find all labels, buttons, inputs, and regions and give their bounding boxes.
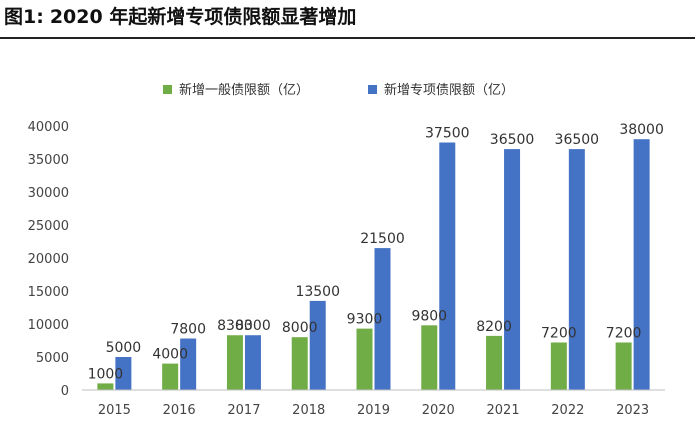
y-tick-label: 35000 xyxy=(28,153,69,168)
x-axis: 2015 2016 2017 2018 2019 2020 2021 2022 2023 xyxy=(82,389,665,418)
data-label: 21500 xyxy=(360,231,405,247)
data-label: 7200 xyxy=(541,325,577,341)
data-label: 36500 xyxy=(555,132,600,148)
special-bond-bar xyxy=(309,300,326,390)
x-tick-label: 2015 xyxy=(98,403,131,418)
data-label: 36500 xyxy=(490,132,535,148)
general-bond-bar xyxy=(486,335,503,390)
data-label: 8300 xyxy=(217,318,253,334)
special-bond-bar xyxy=(374,248,391,390)
data-label: 4000 xyxy=(152,347,188,363)
y-tick-label: 10000 xyxy=(28,318,69,333)
y-axis: 0 5000 10000 15000 20000 25000 30000 35000 40000 xyxy=(28,120,69,399)
legend-label: 新增专项债限额（亿） xyxy=(384,82,514,98)
data-label: 9800 xyxy=(411,308,447,324)
data-label: 7200 xyxy=(606,325,642,341)
general-bond-bar xyxy=(550,342,567,390)
special-bond-bar xyxy=(180,338,197,390)
x-tick-label: 2018 xyxy=(292,403,325,418)
special-bond-bar xyxy=(568,149,585,390)
general-bond-bar xyxy=(162,363,179,390)
data-label: 7800 xyxy=(170,322,206,338)
y-tick-label: 5000 xyxy=(36,351,69,366)
legend-swatch xyxy=(163,85,172,94)
data-label: 8200 xyxy=(476,319,512,335)
y-tick-label: 0 xyxy=(61,384,69,399)
special-bond-bar xyxy=(439,142,456,390)
y-tick-label: 25000 xyxy=(28,219,69,234)
figure-title-text: 2020 年起新增专项债限额显著增加 xyxy=(49,6,357,28)
general-bond-bar xyxy=(291,337,308,390)
title-divider xyxy=(0,37,695,39)
legend-swatch xyxy=(368,85,377,94)
data-label: 9300 xyxy=(347,312,383,328)
x-tick-label: 2020 xyxy=(422,403,455,418)
data-label: 8000 xyxy=(282,320,318,336)
special-bond-bar xyxy=(244,335,261,390)
figure-label: 图1: xyxy=(4,6,44,28)
special-bond-bar xyxy=(633,139,650,390)
chart-legend: 新增一般债限额（亿） 新增专项债限额（亿） xyxy=(163,82,514,98)
x-tick-label: 2021 xyxy=(487,403,520,418)
x-tick-label: 2023 xyxy=(616,403,649,418)
x-tick-label: 2016 xyxy=(163,403,196,418)
figure-title: 图1: 2020 年起新增专项债限额显著增加 xyxy=(0,0,695,36)
special-bond-bar xyxy=(504,149,521,390)
data-label: 1000 xyxy=(88,366,124,382)
data-label: 37500 xyxy=(425,126,470,142)
data-label: 5000 xyxy=(106,340,142,356)
legend-label: 新增一般债限额（亿） xyxy=(179,82,309,98)
y-tick-label: 30000 xyxy=(28,186,69,201)
x-tick-label: 2019 xyxy=(357,403,390,418)
special-bond-bar xyxy=(115,357,132,390)
data-label: 38000 xyxy=(619,122,664,138)
y-tick-label: 15000 xyxy=(28,285,69,300)
y-tick-label: 40000 xyxy=(28,120,69,135)
y-tick-label: 20000 xyxy=(28,252,69,267)
general-bond-bar xyxy=(421,325,438,390)
x-tick-label: 2017 xyxy=(227,403,260,418)
general-bond-bar xyxy=(97,383,114,390)
x-tick-label: 2022 xyxy=(551,403,584,418)
general-bond-bar xyxy=(226,335,243,390)
general-bond-bar xyxy=(615,342,632,390)
data-label: 8300 xyxy=(235,318,271,334)
bar-series xyxy=(97,139,650,390)
data-label: 13500 xyxy=(295,284,340,300)
general-bond-bar xyxy=(356,328,373,390)
